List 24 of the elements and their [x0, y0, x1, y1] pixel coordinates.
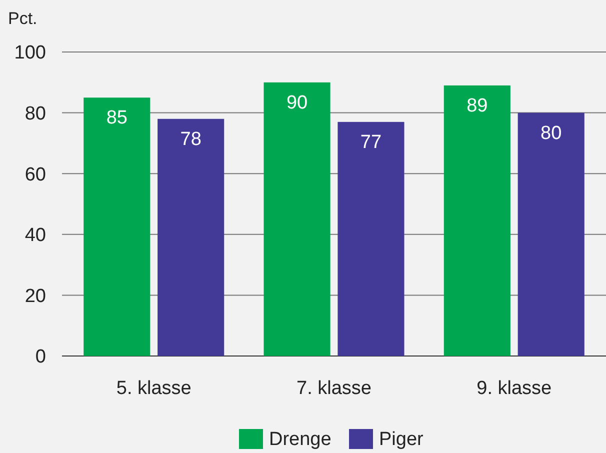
y-tick-label: 80 — [24, 103, 46, 124]
data-label: 85 — [106, 108, 128, 129]
bar — [518, 112, 584, 356]
legend-label: Piger — [379, 429, 424, 450]
x-tick-label: 5. klasse — [116, 378, 192, 399]
data-label: 78 — [180, 128, 202, 150]
y-tick-label: 60 — [24, 164, 46, 186]
data-label: 77 — [360, 132, 382, 153]
y-tick-label: 100 — [14, 42, 46, 64]
data-label: 90 — [286, 92, 308, 114]
y-tick-label: 0 — [35, 346, 46, 368]
legend-label: Drenge — [269, 429, 332, 450]
bar — [84, 98, 150, 356]
y-tick-label: 20 — [24, 286, 46, 307]
bar — [264, 82, 330, 356]
data-label: 89 — [466, 95, 488, 116]
y-tick-label: 40 — [24, 225, 46, 246]
bar — [158, 118, 224, 356]
x-tick-label: 9. klasse — [476, 378, 552, 399]
data-label: 80 — [540, 122, 562, 144]
y-axis-title: Pct. — [8, 9, 38, 28]
bar — [444, 85, 510, 356]
x-tick-label: 7. klasse — [296, 378, 372, 399]
bar — [338, 122, 404, 356]
